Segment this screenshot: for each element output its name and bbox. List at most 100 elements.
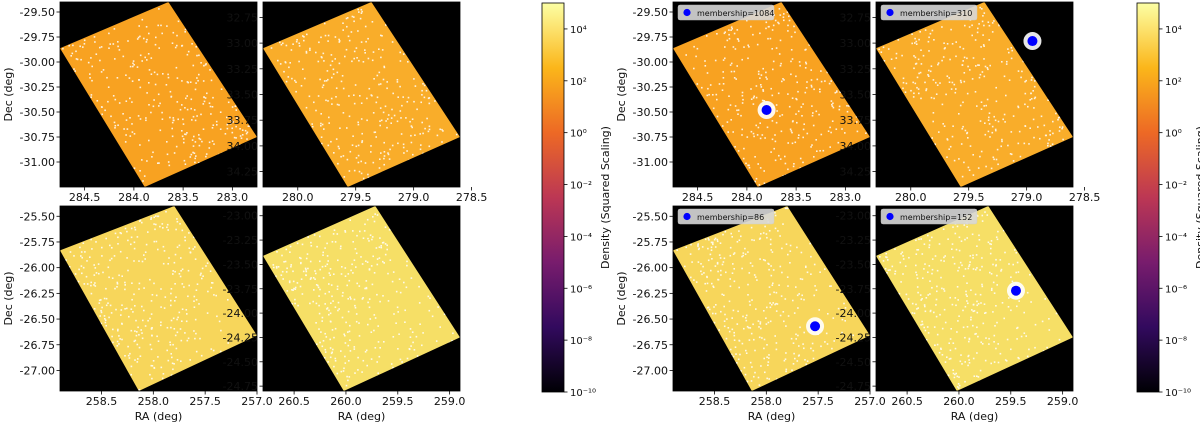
speckle	[161, 377, 164, 380]
speckle	[439, 326, 441, 328]
speckle	[804, 91, 807, 94]
speckle	[753, 274, 756, 276]
speckle	[774, 335, 776, 337]
speckle	[716, 261, 719, 264]
speckle	[1025, 79, 1027, 82]
speckle	[710, 249, 713, 251]
speckle	[342, 22, 344, 24]
speckle	[986, 67, 989, 69]
speckle	[372, 112, 375, 114]
speckle	[924, 29, 927, 31]
speckle	[348, 330, 351, 333]
speckle	[771, 251, 774, 253]
speckle	[993, 292, 996, 294]
speckle	[721, 263, 724, 266]
speckle	[411, 126, 413, 129]
speckle	[941, 103, 944, 106]
speckle	[103, 315, 106, 317]
speckle	[401, 361, 403, 363]
speckle	[353, 57, 355, 60]
speckle	[160, 24, 162, 27]
speckle	[317, 60, 320, 63]
speckle	[380, 152, 382, 154]
speckle	[767, 321, 770, 324]
speckle	[782, 16, 785, 18]
speckle	[411, 118, 414, 120]
speckle	[357, 121, 359, 124]
y-axis-label: Dec (deg)	[615, 67, 628, 121]
speckle	[944, 47, 946, 49]
speckle	[989, 64, 991, 67]
speckle	[114, 287, 116, 290]
speckle	[970, 318, 972, 321]
speckle	[240, 137, 243, 139]
speckle	[192, 64, 195, 67]
speckle	[886, 256, 888, 259]
speckle	[171, 135, 174, 138]
speckle	[968, 340, 970, 343]
speckle	[979, 369, 982, 372]
speckle	[139, 54, 142, 57]
speckle	[714, 312, 717, 315]
speckle	[288, 280, 291, 282]
speckle	[828, 82, 831, 85]
speckle	[181, 104, 183, 106]
speckle	[787, 30, 789, 32]
speckle	[736, 241, 739, 243]
speckle	[744, 373, 747, 376]
speckle	[928, 36, 930, 39]
speckle	[407, 61, 409, 63]
speckle	[175, 66, 178, 69]
speckle	[1047, 144, 1049, 147]
speckle	[1000, 268, 1003, 271]
speckle	[1005, 63, 1008, 65]
speckle	[354, 304, 356, 307]
speckle	[762, 89, 764, 91]
speckle	[753, 95, 755, 98]
speckle	[898, 292, 901, 295]
speckle	[68, 44, 70, 47]
speckle	[848, 105, 850, 107]
speckle	[181, 44, 184, 47]
speckle	[778, 284, 780, 286]
speckle	[930, 65, 933, 67]
speckle	[360, 118, 363, 120]
speckle	[73, 255, 75, 257]
speckle	[339, 127, 341, 129]
speckle	[707, 247, 709, 250]
speckle	[315, 343, 318, 345]
speckle	[428, 128, 431, 131]
speckle	[423, 84, 426, 87]
speckle	[983, 12, 986, 14]
speckle	[246, 138, 248, 140]
speckle	[199, 138, 202, 141]
speckle	[1034, 346, 1036, 349]
speckle	[384, 105, 387, 108]
speckle	[403, 281, 405, 284]
speckle	[927, 234, 929, 237]
speckle	[396, 306, 399, 309]
speckle	[315, 322, 317, 324]
speckle	[780, 130, 783, 133]
speckle	[1055, 312, 1058, 315]
speckle	[153, 216, 155, 219]
speckle	[364, 351, 367, 353]
speckle	[226, 127, 229, 130]
speckle	[291, 77, 293, 80]
speckle	[716, 115, 719, 118]
speckle	[146, 38, 148, 41]
speckle	[102, 69, 105, 71]
speckle	[414, 85, 417, 87]
speckle	[130, 365, 133, 368]
speckle	[191, 139, 194, 141]
speckle	[733, 334, 736, 337]
speckle	[368, 306, 371, 309]
speckle	[157, 248, 159, 251]
speckle	[324, 303, 326, 305]
speckle	[100, 106, 103, 108]
speckle	[125, 134, 127, 136]
speckle	[759, 258, 761, 260]
speckle	[996, 284, 998, 286]
speckle	[961, 264, 963, 267]
speckle	[100, 322, 103, 325]
